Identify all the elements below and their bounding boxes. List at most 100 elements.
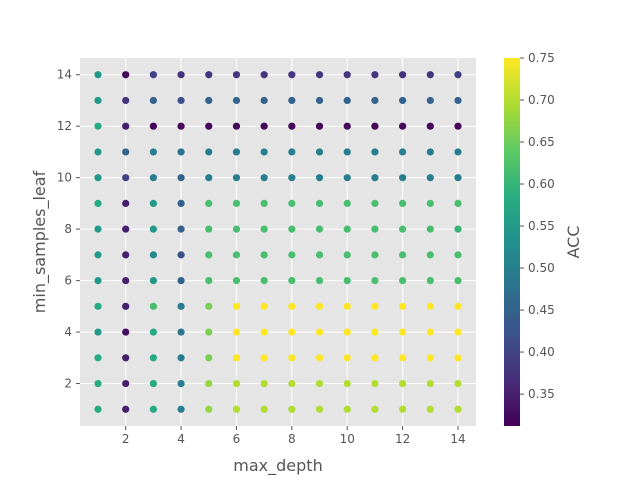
data-point — [149, 302, 157, 310]
colorbar-tick-label: 0.55 — [528, 219, 555, 233]
colorbar-tick-label: 0.75 — [528, 51, 555, 65]
data-point — [426, 148, 434, 156]
data-point — [260, 354, 268, 362]
data-point — [343, 199, 351, 207]
data-point — [371, 96, 379, 105]
data-point — [343, 354, 351, 362]
data-point — [343, 277, 351, 285]
data-point — [315, 199, 324, 207]
data-point — [371, 174, 379, 182]
data-point — [371, 302, 379, 310]
data-point — [149, 354, 157, 362]
data-point — [205, 174, 213, 182]
data-point — [149, 199, 157, 207]
data-point — [122, 277, 130, 285]
y-tick-label: 8 — [64, 222, 72, 236]
data-point — [205, 225, 213, 233]
data-point — [315, 328, 324, 336]
x-tick-label: 4 — [177, 432, 185, 446]
data-point — [288, 328, 296, 336]
data-point — [399, 379, 407, 388]
data-point — [426, 277, 434, 285]
data-points — [94, 71, 462, 413]
data-point — [94, 174, 102, 182]
data-point — [454, 328, 462, 336]
data-point — [232, 96, 241, 105]
data-point — [260, 302, 268, 310]
data-point — [288, 148, 296, 156]
x-tick-label: 14 — [450, 432, 465, 446]
data-point — [122, 328, 130, 336]
colorbar-tick-label: 0.50 — [528, 261, 555, 275]
data-point — [260, 71, 268, 79]
data-point — [343, 122, 351, 130]
data-point — [122, 251, 130, 259]
data-point — [177, 379, 185, 388]
data-point — [315, 96, 324, 105]
data-point — [149, 328, 157, 336]
data-point — [371, 71, 379, 79]
data-point — [205, 122, 213, 130]
data-point — [149, 148, 157, 156]
colorbar-tick-label: 0.45 — [528, 303, 555, 317]
colorbar-tick-label: 0.40 — [528, 345, 555, 359]
data-point — [149, 405, 157, 413]
data-point — [399, 354, 407, 362]
data-point — [426, 405, 434, 413]
x-tick-label: 12 — [395, 432, 410, 446]
data-point — [454, 302, 462, 310]
data-point — [399, 302, 407, 310]
data-point — [149, 277, 157, 285]
data-point — [94, 251, 102, 259]
data-point — [426, 96, 434, 105]
data-point — [232, 251, 241, 259]
data-point — [454, 122, 462, 130]
data-point — [371, 277, 379, 285]
data-point — [371, 199, 379, 207]
data-point — [177, 302, 185, 310]
data-point — [371, 405, 379, 413]
data-point — [343, 148, 351, 156]
data-point — [343, 96, 351, 105]
data-point — [399, 174, 407, 182]
data-point — [288, 354, 296, 362]
data-point — [149, 174, 157, 182]
data-point — [260, 96, 268, 105]
x-tick-label: 2 — [122, 432, 130, 446]
data-point — [399, 277, 407, 285]
data-point — [315, 251, 324, 259]
data-point — [260, 379, 268, 388]
data-point — [371, 354, 379, 362]
x-axis-ticks: 2 4 6 8 10 12 14 — [122, 426, 466, 446]
y-axis-label: min_samples_leaf — [30, 170, 50, 313]
data-point — [122, 405, 130, 413]
data-point — [260, 148, 268, 156]
data-point — [177, 225, 185, 233]
data-point — [149, 251, 157, 259]
data-point — [399, 122, 407, 130]
y-tick-label: 2 — [64, 377, 72, 391]
data-point — [260, 174, 268, 182]
data-point — [260, 405, 268, 413]
data-point — [426, 225, 434, 233]
data-point — [232, 199, 241, 207]
data-point — [177, 96, 185, 105]
data-point — [205, 251, 213, 259]
data-point — [232, 277, 241, 285]
data-point — [94, 354, 102, 362]
data-point — [343, 71, 351, 79]
data-point — [232, 174, 241, 182]
data-point — [260, 122, 268, 130]
data-point — [454, 277, 462, 285]
data-point — [288, 277, 296, 285]
data-point — [343, 379, 351, 388]
data-point — [260, 328, 268, 336]
data-point — [399, 199, 407, 207]
colorbar-tick-label: 0.65 — [528, 135, 555, 149]
data-point — [426, 251, 434, 259]
data-point — [454, 71, 462, 79]
data-point — [454, 354, 462, 362]
data-point — [149, 379, 157, 388]
data-point — [426, 122, 434, 130]
data-point — [426, 174, 434, 182]
